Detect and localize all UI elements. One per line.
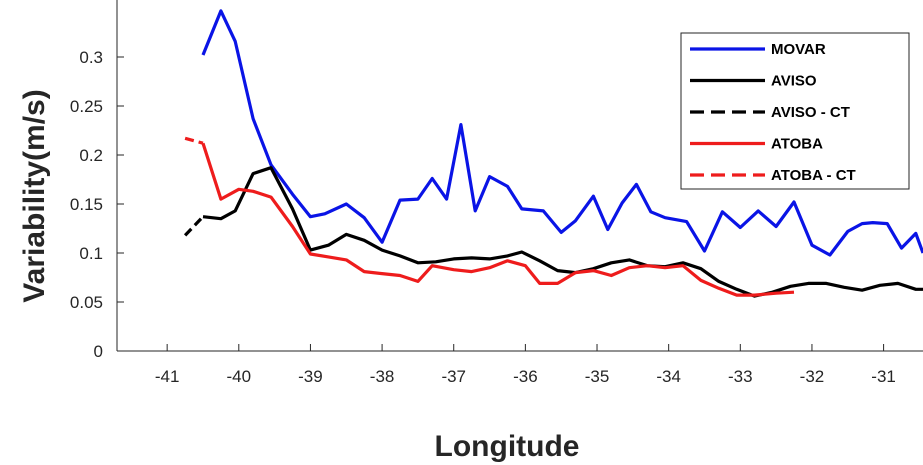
x-tick-label: -37 xyxy=(441,367,466,386)
legend-label-movar: MOVAR xyxy=(771,41,826,58)
series-line-aviso-ct xyxy=(183,215,205,237)
legend-label-aviso: AVISO xyxy=(771,73,817,90)
x-ticks: -41 -40 -39 -38 -37 -36 -35 -34 -33 -32 -31 xyxy=(155,344,896,386)
y-ticks: 0 0.05 0.1 0.15 0.2 0.25 0.3 xyxy=(70,48,124,361)
x-tick-label: -41 xyxy=(155,367,180,386)
x-tick-label: -32 xyxy=(800,367,825,386)
series-line-atoba xyxy=(201,142,795,297)
x-tick-label: -38 xyxy=(370,367,395,386)
series-line-aviso xyxy=(202,166,923,298)
y-tick-label: 0 xyxy=(94,342,103,361)
y-tick-label: 0.05 xyxy=(70,293,103,312)
y-tick-label: 0.25 xyxy=(70,97,103,116)
legend: MOVAR AVISO AVISO - CT ATOBA ATOBA - CT xyxy=(680,32,910,190)
y-tick-label: 0.15 xyxy=(70,195,103,214)
plot-lines xyxy=(183,9,923,298)
series-line-movar xyxy=(201,9,923,257)
x-tick-label: -40 xyxy=(227,367,252,386)
y-tick-label: 0.2 xyxy=(79,146,103,165)
y-tick-label: 0.1 xyxy=(79,244,103,263)
x-tick-label: -36 xyxy=(513,367,538,386)
legend-label-atoba-ct: ATOBA - CT xyxy=(771,167,856,184)
x-axis-title: Longitude xyxy=(435,430,580,463)
legend-label-aviso-ct: AVISO - CT xyxy=(771,104,850,121)
x-tick-label: -31 xyxy=(871,367,896,386)
x-tick-label: -39 xyxy=(298,367,323,386)
axes xyxy=(116,0,923,352)
y-axis-title: Variability(m/s) xyxy=(18,89,51,302)
x-tick-label: -33 xyxy=(728,367,753,386)
x-tick-label: -35 xyxy=(585,367,610,386)
y-tick-label: 0.3 xyxy=(79,48,103,67)
legend-label-atoba: ATOBA xyxy=(771,136,823,153)
series-line-atoba-ct xyxy=(184,136,204,145)
x-tick-label: -34 xyxy=(656,367,681,386)
